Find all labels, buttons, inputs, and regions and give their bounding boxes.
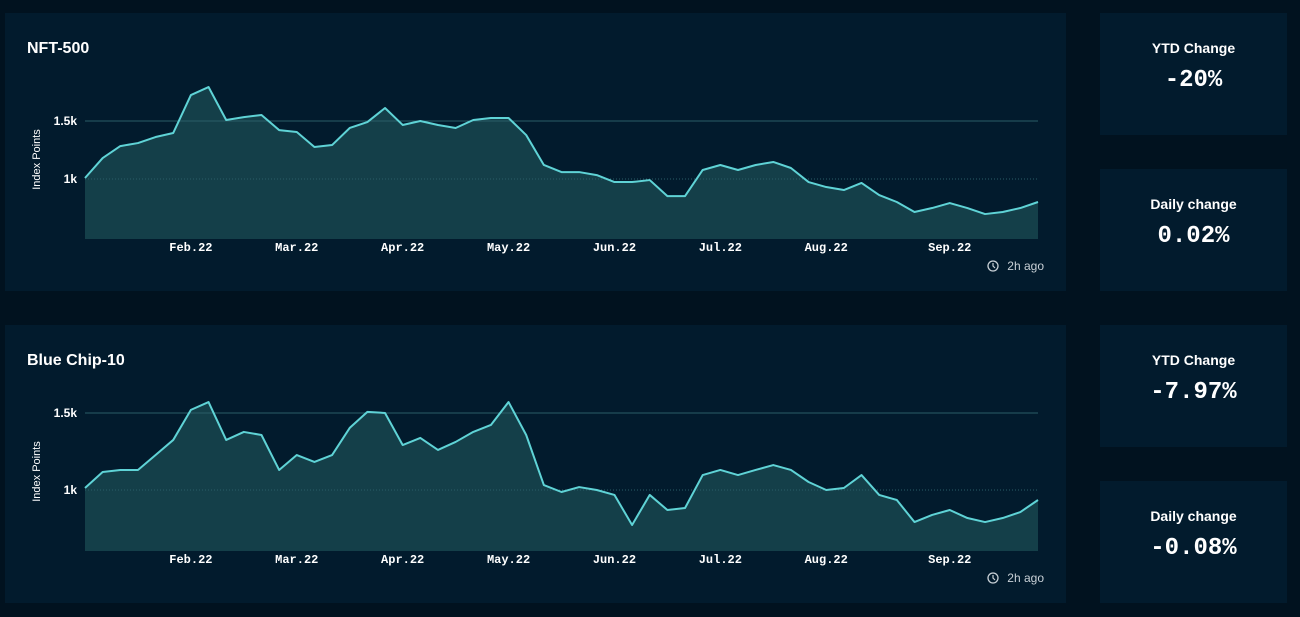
stat-card: YTD Change -7.97% — [1100, 325, 1287, 447]
x-tick-label: Jul.22 — [699, 241, 742, 255]
clock-icon — [987, 572, 999, 584]
x-tick-label: Jul.22 — [699, 553, 742, 567]
area — [85, 87, 1038, 239]
stat-card: Daily change -0.08% — [1100, 481, 1287, 603]
line — [84, 401, 1039, 526]
clock-icon — [987, 260, 999, 272]
chart: Blue Chip-10 Index Points 1k 1.5k Feb.22 Mar.… — [27, 352, 1044, 585]
y-axis-label: Index Points — [31, 129, 43, 190]
card-label: Daily change — [1150, 508, 1237, 524]
x-tick-label: Jun.22 — [593, 241, 636, 255]
clock-hand — [992, 263, 996, 269]
y-tick-label: 1.5k — [54, 406, 78, 420]
x-tick-label: Sep.22 — [928, 553, 971, 567]
area — [85, 402, 1038, 551]
card-label: Daily change — [1150, 196, 1237, 212]
y-axis-label: Index Points — [31, 441, 43, 502]
chart-panel: Blue Chip-10 Index Points 1k 1.5k Feb.22 Mar.… — [5, 325, 1066, 603]
x-tick-label: Mar.22 — [275, 241, 318, 255]
card-value: -7.97% — [1150, 379, 1237, 406]
card-value: 0.02% — [1157, 223, 1230, 250]
card-value: -0.08% — [1150, 535, 1237, 562]
chart-title: NFT-500 — [27, 40, 89, 57]
card-label: YTD Change — [1151, 352, 1236, 368]
stat-card: Daily change 0.02% — [1100, 169, 1287, 291]
x-tick-label: Feb.22 — [169, 553, 212, 567]
y-tick-label: 1.5k — [54, 114, 78, 128]
x-tick-label: Aug.22 — [805, 241, 848, 255]
updated-time: 2h ago — [1007, 571, 1044, 585]
stat-card: YTD Change -20% — [1100, 13, 1287, 135]
y-tick-label: 1k — [64, 172, 78, 186]
x-tick-label: Sep.22 — [928, 241, 971, 255]
clock-hand — [992, 575, 996, 581]
x-tick-label: Jun.22 — [593, 553, 636, 567]
x-tick-label: May.22 — [487, 553, 530, 567]
chart-panel: NFT-500 Index Points 1k 1.5k Feb.22 Mar.22 Apr… — [5, 13, 1066, 291]
chart: NFT-500 Index Points 1k 1.5k Feb.22 Mar.22 Apr… — [27, 40, 1044, 273]
x-tick-label: May.22 — [487, 241, 530, 255]
x-tick-label: Mar.22 — [275, 553, 318, 567]
line — [84, 86, 1039, 216]
x-tick-label: Feb.22 — [169, 241, 212, 255]
x-tick-label: Apr.22 — [381, 241, 424, 255]
updated-time: 2h ago — [1007, 259, 1044, 273]
y-tick-label: 1k — [64, 483, 78, 497]
x-tick-label: Aug.22 — [805, 553, 848, 567]
card-label: YTD Change — [1151, 40, 1236, 56]
chart-title: Blue Chip-10 — [27, 352, 125, 369]
x-tick-label: Apr.22 — [381, 553, 424, 567]
card-value: -20% — [1164, 67, 1223, 94]
